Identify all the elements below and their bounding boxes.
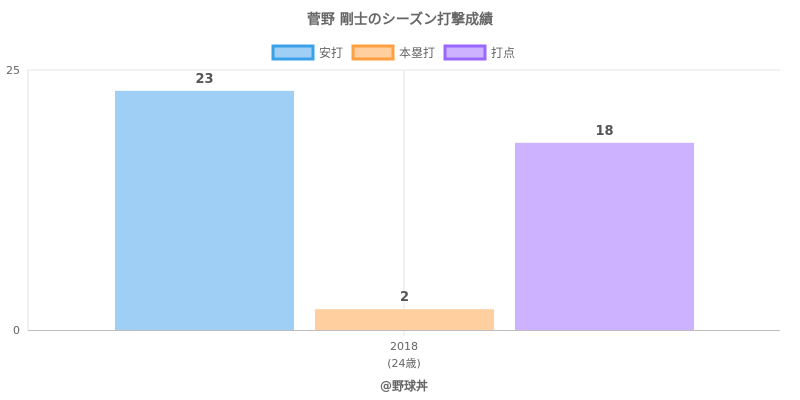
legend-swatch-rbi bbox=[443, 44, 487, 61]
footer-credit: @野球丼 bbox=[380, 378, 428, 393]
legend-label-hits: 安打 bbox=[319, 45, 343, 60]
x-tick-label: 2018 bbox=[390, 340, 418, 353]
bar-hits bbox=[115, 90, 294, 330]
legend-label-home-runs: 本塁打 bbox=[399, 46, 435, 60]
bars bbox=[115, 90, 694, 330]
legend-swatch-hits bbox=[271, 44, 315, 61]
chart-title: 菅野 剛士のシーズン打撃成績 bbox=[307, 11, 493, 28]
legend-label-rbi: 打点 bbox=[491, 46, 515, 60]
grid bbox=[27, 69, 780, 336]
legend: 安打 本塁打 打点 bbox=[271, 44, 515, 61]
data-label-home-runs: 2 bbox=[400, 290, 409, 305]
y-tick-label-min: 0 bbox=[13, 324, 20, 337]
legend-swatch-home-runs bbox=[351, 44, 395, 61]
legend-item-home-runs[interactable]: 本塁打 bbox=[351, 44, 435, 61]
bar-labels: 23 2 18 bbox=[195, 72, 613, 305]
bar-home-runs bbox=[315, 309, 494, 330]
y-tick-label-max: 25 bbox=[6, 64, 20, 77]
legend-item-hits[interactable]: 安打 bbox=[271, 44, 343, 61]
bar-rbi bbox=[515, 142, 694, 330]
data-label-rbi: 18 bbox=[595, 124, 613, 139]
legend-item-rbi[interactable]: 打点 bbox=[443, 44, 515, 61]
x-tick-sublabel: (24歳) bbox=[387, 357, 421, 370]
data-label-hits: 23 bbox=[195, 72, 213, 87]
